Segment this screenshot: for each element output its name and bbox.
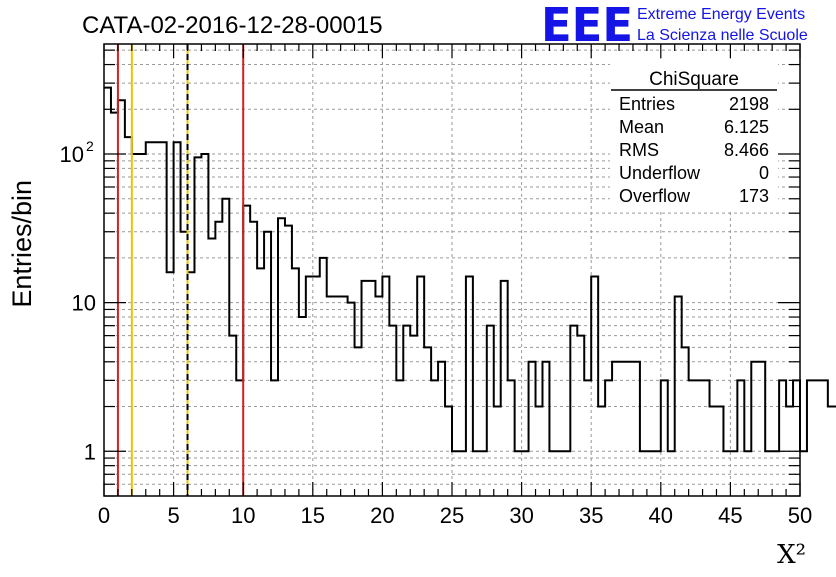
- x-tick-label: 45: [718, 503, 742, 528]
- threshold-lines: [116, 44, 245, 496]
- grid-lines: [104, 44, 800, 497]
- stats-box: ChiSquare Entries 2198 Mean 6.125 RMS 8.466 Un…: [610, 62, 778, 210]
- stats-label: Mean: [619, 117, 664, 137]
- stats-label: Overflow: [619, 186, 691, 206]
- stats-value: 173: [739, 186, 769, 206]
- x-tick-label: 25: [440, 503, 464, 528]
- eee-logo-mark: EEE: [541, 0, 633, 52]
- x-tick-label: 40: [649, 503, 673, 528]
- chart-title: CATA-02-2016-12-28-00015: [82, 12, 383, 39]
- stats-value: 6.125: [724, 117, 769, 137]
- y-tick-label: 1: [84, 439, 96, 464]
- stats-box-background: [610, 62, 778, 210]
- histogram-outline: [104, 86, 836, 453]
- eee-logo-line2: La Scienza nelle Scuole: [637, 27, 808, 44]
- x-tick-label: 35: [579, 503, 603, 528]
- y-axis-title: Entries/bin: [7, 180, 37, 308]
- x-tick-label: 0: [98, 503, 110, 528]
- stats-box-rows: Entries 2198 Mean 6.125 RMS 8.466 Underflow 0 Ov…: [619, 94, 769, 206]
- stats-value: 8.466: [724, 140, 769, 160]
- stats-box-title: ChiSquare: [649, 69, 739, 90]
- x-tick-labels: 0 5 10 15 20 25 30 35 40 45 50: [98, 503, 812, 528]
- stats-label: Entries: [619, 94, 675, 114]
- y-tick-label-exponent: 2: [86, 138, 94, 154]
- histogram-series: [104, 86, 836, 453]
- x-tick-label: 5: [167, 503, 179, 528]
- stats-label: Underflow: [619, 163, 701, 183]
- stats-value: 0: [759, 163, 769, 183]
- stats-value: 2198: [729, 94, 769, 114]
- y-tick-label: 10: [60, 142, 84, 167]
- x-tick-label: 15: [301, 503, 325, 528]
- x-axis-title: X²: [777, 540, 806, 570]
- eee-logo: EEE Extreme Energy Events La Scienza nel…: [541, 0, 808, 52]
- x-tick-label: 10: [231, 503, 255, 528]
- eee-logo-line1: Extreme Energy Events: [637, 6, 805, 23]
- x-tick-label: 20: [370, 503, 394, 528]
- y-tick-label: 10: [72, 291, 96, 316]
- plot-frame: [103, 43, 801, 497]
- stats-label: RMS: [619, 140, 659, 160]
- x-tick-label: 50: [788, 503, 812, 528]
- x-tick-label: 30: [509, 503, 533, 528]
- axis-ticks: [103, 44, 801, 497]
